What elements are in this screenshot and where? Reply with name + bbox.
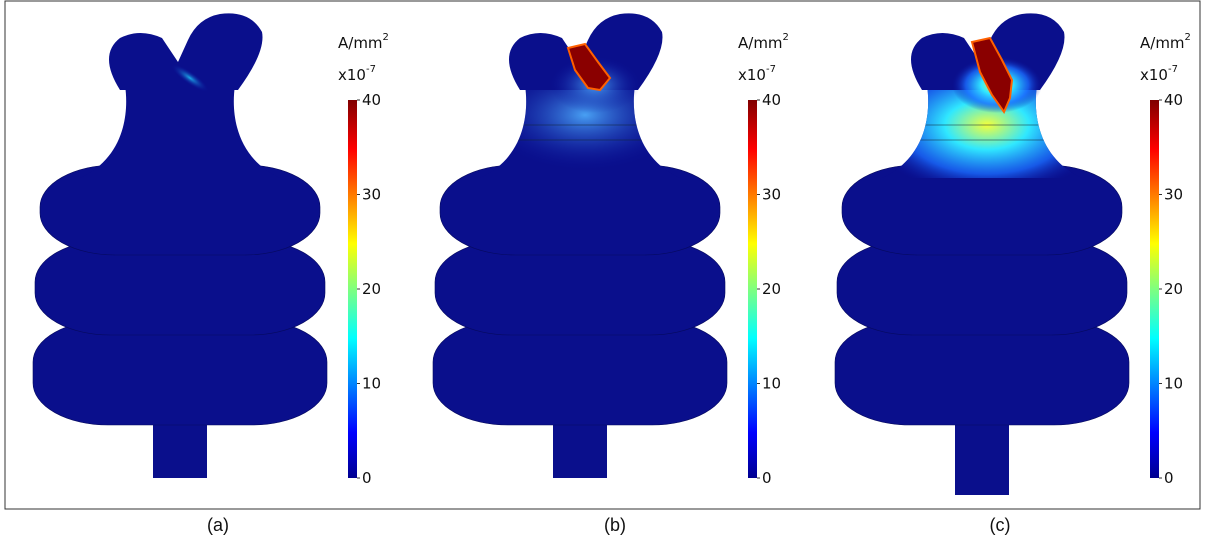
shed (841, 164, 1123, 256)
caption: (a) (207, 515, 229, 535)
hot-spot (566, 42, 612, 92)
shed (439, 164, 721, 256)
scale-label: x10-7 (738, 64, 776, 84)
scale-base: x10 (1140, 66, 1168, 84)
colorbar (1150, 100, 1159, 478)
colorbar (348, 100, 357, 478)
scale-label: x10-7 (1140, 64, 1178, 84)
shed (834, 319, 1130, 426)
scale-base: x10 (338, 66, 366, 84)
shed (32, 319, 328, 426)
unit-label: A/mm2 (738, 32, 789, 52)
colorbar-label: 10 (762, 375, 781, 393)
unit-base: A/mm (738, 34, 783, 52)
unit-label: A/mm2 (338, 32, 389, 52)
unit-exponent: 2 (383, 32, 389, 43)
colorbar-label: 20 (362, 280, 381, 298)
unit-exponent: 2 (783, 32, 789, 43)
colorbar-label: 30 (362, 186, 381, 204)
colorbar-label: 20 (762, 280, 781, 298)
colorbar-label: 30 (762, 186, 781, 204)
colorbar-label: 0 (362, 469, 372, 487)
scale-exponent: -7 (366, 64, 376, 75)
colorbar-label: 20 (1164, 280, 1183, 298)
colorbar-label: 40 (362, 91, 381, 109)
cap (109, 13, 263, 91)
colorbar-label: 0 (1164, 469, 1174, 487)
unit-label: A/mm2 (1140, 32, 1191, 52)
scale-exponent: -7 (766, 64, 776, 75)
scale-label: x10-7 (338, 64, 376, 84)
colorbar-label: 10 (1164, 375, 1183, 393)
insulator (32, 13, 328, 478)
scale-base: x10 (738, 66, 766, 84)
hot-spot (970, 36, 1014, 115)
unit-base: A/mm (338, 34, 383, 52)
colorbar-label: 10 (362, 375, 381, 393)
hot-spot (171, 64, 209, 92)
caption: (b) (604, 515, 626, 535)
shed (39, 164, 321, 256)
shed (432, 319, 728, 426)
colorbar-label: 40 (1164, 91, 1183, 109)
colorbar-label: 40 (762, 91, 781, 109)
insulator (432, 13, 728, 478)
colorbar-label: 0 (762, 469, 772, 487)
colorbar-label: 30 (1164, 186, 1183, 204)
neck (80, 85, 280, 178)
unit-base: A/mm (1140, 34, 1185, 52)
frame (4, 0, 1201, 510)
insulator (834, 13, 1130, 495)
colorbar (748, 100, 757, 478)
unit-exponent: 2 (1185, 32, 1191, 43)
scale-exponent: -7 (1168, 64, 1178, 75)
caption: (c) (990, 515, 1011, 535)
